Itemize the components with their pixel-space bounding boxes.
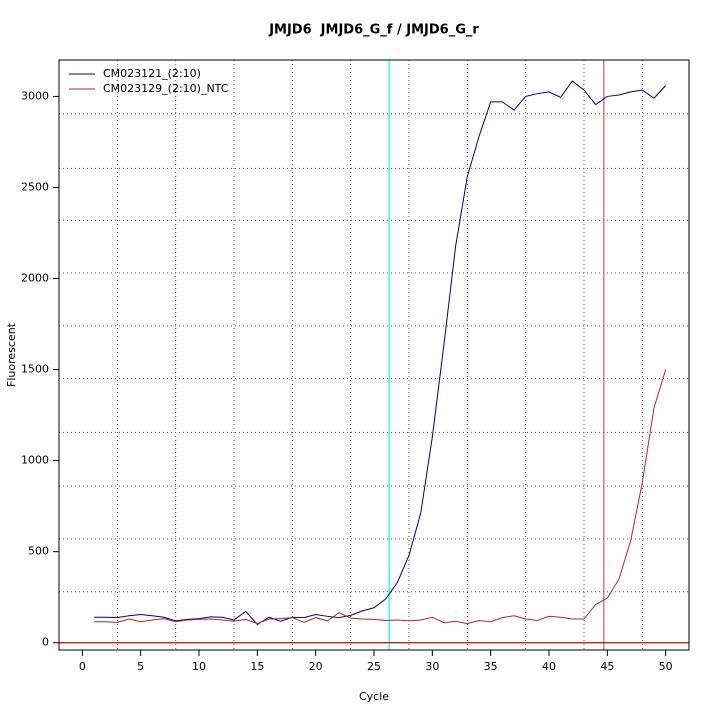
series-line (94, 80, 667, 626)
x-tick-label: 40 (542, 660, 556, 673)
y-tick-label: 0 (42, 636, 49, 649)
y-tick-label: 1500 (21, 363, 49, 376)
x-tick-label: 0 (79, 660, 86, 673)
x-tick-label: 20 (309, 660, 323, 673)
x-axis-label: Cycle (359, 690, 389, 703)
x-tick-label: 50 (659, 660, 673, 673)
chart-title: JMJD6 JMJD6_G_f / JMJD6_G_r (268, 23, 479, 38)
y-tick-label: 2000 (21, 272, 49, 285)
y-tick-label: 1000 (21, 454, 49, 467)
legend-label: CM023129_(2:10)_NTC (103, 82, 229, 95)
x-tick-label: 5 (137, 660, 144, 673)
x-tick-label: 35 (484, 660, 498, 673)
y-axis-label: Fluorescent (5, 322, 18, 387)
y-tick-label: 2500 (21, 180, 49, 193)
series-line (94, 369, 667, 625)
x-tick-label: 15 (250, 660, 264, 673)
y-tick-label: 3000 (21, 89, 49, 102)
legend-label: CM023121_(2:10) (103, 67, 201, 80)
x-tick-label: 30 (425, 660, 439, 673)
y-tick-label: 500 (28, 545, 49, 558)
plot-frame (58, 59, 690, 651)
x-tick-label: 10 (192, 660, 206, 673)
x-tick-label: 45 (600, 660, 614, 673)
x-tick-label: 25 (367, 660, 381, 673)
